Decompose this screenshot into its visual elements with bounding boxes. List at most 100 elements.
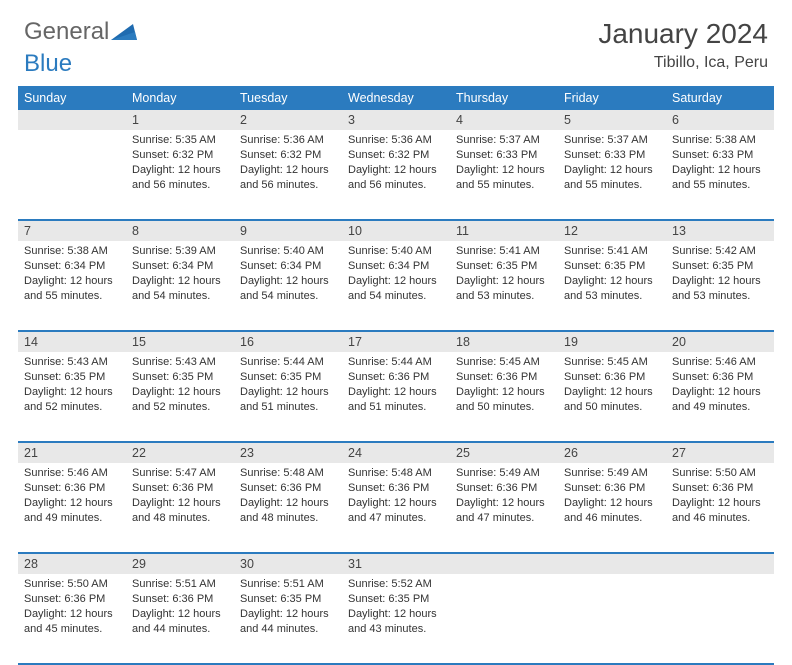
week-row: Sunrise: 5:38 AMSunset: 6:34 PMDaylight:… <box>18 241 774 331</box>
location-subtitle: Tibillo, Ica, Peru <box>598 54 768 72</box>
day1-text: Daylight: 12 hours <box>132 274 228 289</box>
week-row: Sunrise: 5:50 AMSunset: 6:36 PMDaylight:… <box>18 574 774 664</box>
sunset-text: Sunset: 6:35 PM <box>240 370 336 385</box>
day1-text: Daylight: 12 hours <box>456 496 552 511</box>
brand-part1: General <box>24 18 109 46</box>
sunset-text: Sunset: 6:34 PM <box>24 259 120 274</box>
sunrise-text: Sunrise: 5:39 AM <box>132 244 228 259</box>
day-cell: Sunrise: 5:41 AMSunset: 6:35 PMDaylight:… <box>450 241 558 331</box>
day-cell-body: Sunrise: 5:44 AMSunset: 6:36 PMDaylight:… <box>342 352 450 420</box>
month-title: January 2024 <box>598 18 768 50</box>
day-cell: Sunrise: 5:42 AMSunset: 6:35 PMDaylight:… <box>666 241 774 331</box>
brand-logo: General <box>24 18 137 46</box>
day-number: 17 <box>342 331 450 352</box>
day-number: 12 <box>558 220 666 241</box>
sunrise-text: Sunrise: 5:40 AM <box>348 244 444 259</box>
day1-text: Daylight: 12 hours <box>132 163 228 178</box>
sunset-text: Sunset: 6:36 PM <box>348 481 444 496</box>
day-cell-body: Sunrise: 5:46 AMSunset: 6:36 PMDaylight:… <box>18 463 126 531</box>
sunset-text: Sunset: 6:35 PM <box>672 259 768 274</box>
day-cell <box>666 574 774 664</box>
day2-text: and 53 minutes. <box>672 289 768 304</box>
day-number: 7 <box>18 220 126 241</box>
day2-text: and 52 minutes. <box>132 400 228 415</box>
sunrise-text: Sunrise: 5:46 AM <box>672 355 768 370</box>
day1-text: Daylight: 12 hours <box>240 607 336 622</box>
day2-text: and 46 minutes. <box>672 511 768 526</box>
sunset-text: Sunset: 6:36 PM <box>456 481 552 496</box>
sunrise-text: Sunrise: 5:41 AM <box>456 244 552 259</box>
day1-text: Daylight: 12 hours <box>24 274 120 289</box>
day1-text: Daylight: 12 hours <box>564 385 660 400</box>
sunset-text: Sunset: 6:35 PM <box>240 592 336 607</box>
day-cell-body: Sunrise: 5:49 AMSunset: 6:36 PMDaylight:… <box>558 463 666 531</box>
sunset-text: Sunset: 6:34 PM <box>240 259 336 274</box>
day2-text: and 56 minutes. <box>240 178 336 193</box>
day2-text: and 44 minutes. <box>132 622 228 637</box>
sunset-text: Sunset: 6:36 PM <box>132 592 228 607</box>
day-number-row: 123456 <box>18 110 774 130</box>
day-number-row: 21222324252627 <box>18 442 774 463</box>
day2-text: and 56 minutes. <box>132 178 228 193</box>
brand-part2: Blue <box>24 50 72 78</box>
day-number <box>666 553 774 574</box>
day2-text: and 55 minutes. <box>564 178 660 193</box>
day-cell: Sunrise: 5:38 AMSunset: 6:34 PMDaylight:… <box>18 241 126 331</box>
day-number: 9 <box>234 220 342 241</box>
day-number: 15 <box>126 331 234 352</box>
day-cell-body: Sunrise: 5:45 AMSunset: 6:36 PMDaylight:… <box>450 352 558 420</box>
day-cell: Sunrise: 5:43 AMSunset: 6:35 PMDaylight:… <box>126 352 234 442</box>
sunset-text: Sunset: 6:34 PM <box>348 259 444 274</box>
calendar-body: 123456Sunrise: 5:35 AMSunset: 6:32 PMDay… <box>18 110 774 664</box>
day-cell-body: Sunrise: 5:51 AMSunset: 6:36 PMDaylight:… <box>126 574 234 642</box>
day-number: 26 <box>558 442 666 463</box>
sunset-text: Sunset: 6:32 PM <box>132 148 228 163</box>
day-cell: Sunrise: 5:45 AMSunset: 6:36 PMDaylight:… <box>450 352 558 442</box>
day-cell: Sunrise: 5:40 AMSunset: 6:34 PMDaylight:… <box>342 241 450 331</box>
sunset-text: Sunset: 6:35 PM <box>348 592 444 607</box>
day-cell-body: Sunrise: 5:52 AMSunset: 6:35 PMDaylight:… <box>342 574 450 642</box>
day-number: 31 <box>342 553 450 574</box>
sunrise-text: Sunrise: 5:44 AM <box>240 355 336 370</box>
day-cell: Sunrise: 5:48 AMSunset: 6:36 PMDaylight:… <box>342 463 450 553</box>
day-cell: Sunrise: 5:36 AMSunset: 6:32 PMDaylight:… <box>342 130 450 220</box>
day1-text: Daylight: 12 hours <box>348 163 444 178</box>
sunrise-text: Sunrise: 5:45 AM <box>456 355 552 370</box>
day-cell: Sunrise: 5:51 AMSunset: 6:36 PMDaylight:… <box>126 574 234 664</box>
day-number: 5 <box>558 110 666 130</box>
day2-text: and 49 minutes. <box>672 400 768 415</box>
day-number: 23 <box>234 442 342 463</box>
sunset-text: Sunset: 6:33 PM <box>564 148 660 163</box>
day1-text: Daylight: 12 hours <box>240 274 336 289</box>
day1-text: Daylight: 12 hours <box>132 607 228 622</box>
sunrise-text: Sunrise: 5:37 AM <box>456 133 552 148</box>
day2-text: and 45 minutes. <box>24 622 120 637</box>
sunrise-text: Sunrise: 5:48 AM <box>348 466 444 481</box>
day-cell-body: Sunrise: 5:37 AMSunset: 6:33 PMDaylight:… <box>450 130 558 198</box>
sunrise-text: Sunrise: 5:51 AM <box>240 577 336 592</box>
day1-text: Daylight: 12 hours <box>240 385 336 400</box>
day-header: Tuesday <box>234 86 342 110</box>
day2-text: and 55 minutes. <box>456 178 552 193</box>
week-row: Sunrise: 5:46 AMSunset: 6:36 PMDaylight:… <box>18 463 774 553</box>
day-cell-body: Sunrise: 5:41 AMSunset: 6:35 PMDaylight:… <box>558 241 666 309</box>
day-number: 30 <box>234 553 342 574</box>
sunset-text: Sunset: 6:35 PM <box>24 370 120 385</box>
day1-text: Daylight: 12 hours <box>24 607 120 622</box>
sunrise-text: Sunrise: 5:49 AM <box>564 466 660 481</box>
day-cell-body: Sunrise: 5:47 AMSunset: 6:36 PMDaylight:… <box>126 463 234 531</box>
day-number: 2 <box>234 110 342 130</box>
day2-text: and 53 minutes. <box>456 289 552 304</box>
logo-triangle-icon <box>111 22 137 42</box>
sunset-text: Sunset: 6:36 PM <box>24 592 120 607</box>
calendar-table: Sunday Monday Tuesday Wednesday Thursday… <box>18 86 774 665</box>
sunrise-text: Sunrise: 5:35 AM <box>132 133 228 148</box>
day-number <box>558 553 666 574</box>
day-cell: Sunrise: 5:46 AMSunset: 6:36 PMDaylight:… <box>18 463 126 553</box>
day-cell-body: Sunrise: 5:43 AMSunset: 6:35 PMDaylight:… <box>18 352 126 420</box>
day-cell: Sunrise: 5:44 AMSunset: 6:35 PMDaylight:… <box>234 352 342 442</box>
sunrise-text: Sunrise: 5:44 AM <box>348 355 444 370</box>
day2-text: and 55 minutes. <box>672 178 768 193</box>
day-cell: Sunrise: 5:45 AMSunset: 6:36 PMDaylight:… <box>558 352 666 442</box>
day-number: 1 <box>126 110 234 130</box>
